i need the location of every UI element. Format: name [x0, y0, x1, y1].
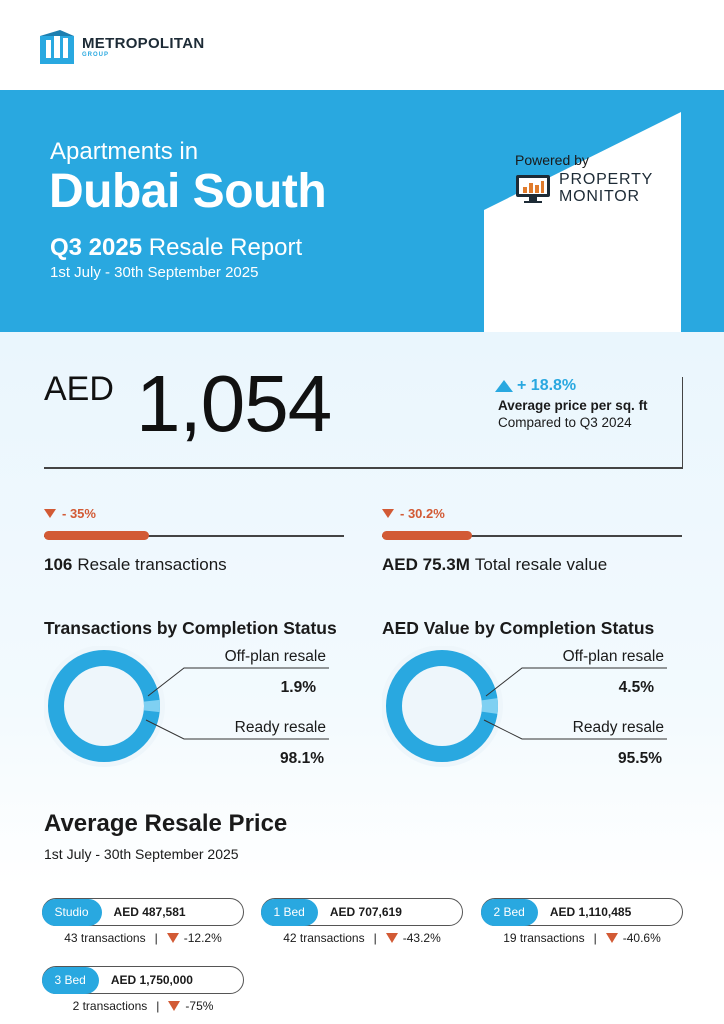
stat-transactions: - 35% 106 Resale transactions: [44, 506, 344, 575]
brand-name: METROPOLITAN: [82, 35, 205, 52]
partner-name-line1: PROPERTY: [559, 171, 654, 188]
ready-value: 98.1%: [280, 750, 324, 767]
partner-logo: PROPERTY MONITOR: [515, 171, 654, 206]
stat-delta: - 30.2%: [400, 506, 445, 521]
ready-leader-line: [145, 719, 329, 740]
unit-transactions: 2 transactions: [72, 999, 148, 1013]
headline-comparison: Compared to Q3 2024: [498, 415, 632, 430]
price-card-studio: Studio AED 487,581 43 transactions | -12…: [41, 898, 244, 945]
price-pill: 1 Bed AED 707,619: [260, 898, 463, 926]
donut-chart: [382, 646, 667, 767]
separator: |: [154, 931, 158, 945]
unit-price: AED 487,581: [113, 905, 186, 919]
offplan-value: 4.5%: [618, 679, 654, 696]
unit-price: AED 1,750,000: [110, 973, 193, 987]
hero-pre-title: Apartments in: [50, 138, 199, 165]
triangle-down-icon: [385, 933, 398, 943]
offplan-value: 1.9%: [280, 679, 316, 696]
brand-logo: METROPOLITAN GROUP: [40, 30, 204, 64]
donut-transactions: Off-plan resale 1.9% Ready resale 98.1%: [44, 646, 344, 776]
unit-type-tag: 3 Bed: [41, 966, 99, 994]
unit-type-tag: 2 Bed: [480, 898, 538, 926]
average-dates: 1st July - 30th September 2025: [44, 846, 239, 862]
powered-by-label: Powered by: [515, 152, 589, 168]
stat-label: Total resale value: [474, 555, 608, 574]
unit-type-tag: Studio: [41, 898, 102, 926]
unit-price: AED 1,110,485: [549, 905, 632, 919]
unit-change: -75%: [185, 999, 214, 1013]
separator: |: [156, 999, 160, 1013]
hero-white-shape: [484, 112, 681, 332]
stat-total-value: - 30.2% AED 75.3M Total resale value: [382, 506, 682, 575]
unit-transactions: 43 transactions: [64, 931, 146, 945]
triangle-down-icon: [44, 509, 56, 518]
price-pill: Studio AED 487,581: [41, 898, 244, 926]
price-card-2bed: 2 Bed AED 1,110,485 19 transactions | -4…: [480, 898, 683, 945]
price-pill: 3 Bed AED 1,750,000: [41, 966, 244, 994]
headline-label: Average price per sq. ft: [498, 398, 648, 413]
unit-type-tag: 1 Bed: [260, 898, 318, 926]
stat-bar-fill: [44, 531, 149, 540]
building-logo-icon: [40, 30, 74, 64]
triangle-down-icon: [605, 933, 618, 943]
donut-title: AED Value by Completion Status: [382, 618, 655, 638]
unit-transactions: 42 transactions: [283, 931, 365, 945]
hero-report-title: Q3 2025 Resale Report: [50, 234, 303, 261]
offplan-label: Off-plan resale: [224, 648, 326, 665]
unit-change: -40.6%: [622, 931, 661, 945]
headline-change: + 18.8%: [517, 377, 577, 394]
monitor-chart-icon: [516, 174, 550, 203]
stat-value: 106: [44, 555, 73, 574]
average-title: Average Resale Price: [44, 810, 288, 837]
stat-delta: - 35%: [62, 506, 96, 521]
stat-bar-fill: [382, 531, 472, 540]
headline-value: 1,054: [136, 359, 332, 448]
triangle-up-icon: [495, 380, 513, 392]
unit-transactions: 19 transactions: [503, 931, 585, 945]
hero-title: Dubai South: [49, 165, 327, 218]
ready-label: Ready resale: [234, 719, 326, 736]
section-divider: [44, 467, 683, 469]
offplan-leader-line: [147, 667, 329, 697]
stat-bar: [44, 531, 344, 541]
offplan-leader-line: [485, 667, 667, 697]
triangle-down-icon: [166, 933, 179, 943]
partner-name-line2: MONITOR: [559, 187, 640, 205]
offplan-label: Off-plan resale: [562, 648, 664, 665]
price-pill: 2 Bed AED 1,110,485: [480, 898, 683, 926]
triangle-down-icon: [168, 1001, 181, 1011]
price-card-1bed: 1 Bed AED 707,619 42 transactions | -43.…: [260, 898, 463, 945]
unit-change: -43.2%: [402, 931, 441, 945]
headline-currency: AED: [44, 370, 114, 408]
hero-dates: 1st July - 30th September 2025: [50, 264, 259, 281]
unit-price: AED 707,619: [329, 905, 402, 919]
headline-change-box: + 18.8% Average price per sq. ft Compare…: [495, 377, 683, 468]
price-card-3bed: 3 Bed AED 1,750,000 2 transactions | -75…: [41, 966, 244, 1013]
triangle-down-icon: [382, 509, 394, 518]
donut-title: Transactions by Completion Status: [44, 618, 337, 638]
separator: |: [593, 931, 597, 945]
unit-change: -12.2%: [183, 931, 222, 945]
separator: |: [373, 931, 377, 945]
brand-sub: GROUP: [82, 52, 110, 58]
stat-value: AED 75.3M: [382, 555, 470, 574]
donut-chart: [44, 646, 329, 767]
hero-banner: Apartments in Dubai South Q3 2025 Resale…: [0, 90, 724, 332]
stat-label: Resale transactions: [77, 555, 227, 574]
ready-value: 95.5%: [618, 750, 662, 767]
stat-bar: [382, 531, 682, 541]
ready-label: Ready resale: [572, 719, 664, 736]
donut-value: Off-plan resale 4.5% Ready resale 95.5%: [382, 646, 682, 776]
ready-leader-line: [483, 719, 667, 740]
